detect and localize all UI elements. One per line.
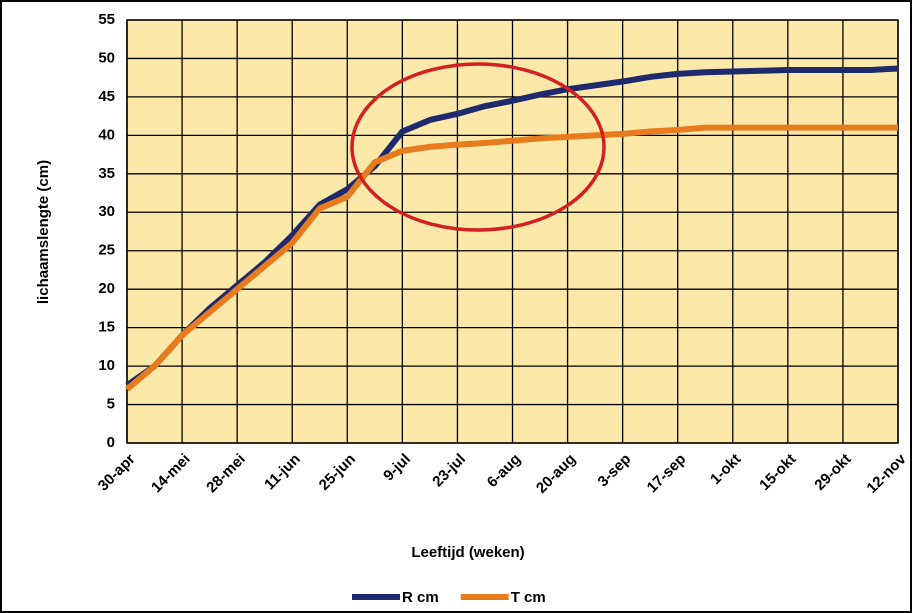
- y-tick-label: 25: [98, 242, 115, 259]
- legend-label: T cm: [511, 589, 546, 606]
- y-tick-label: 15: [98, 319, 115, 336]
- plot-border: [126, 19, 899, 444]
- data-line: [125, 124, 898, 392]
- y-tick-label: 10: [98, 357, 115, 374]
- y-tick-label: 20: [98, 280, 115, 297]
- y-tick-label: 45: [98, 88, 115, 105]
- legend-label: R cm: [402, 589, 439, 606]
- plot-area: [125, 19, 899, 444]
- y-tick-label: 30: [98, 203, 115, 220]
- y-tick-label: 0: [107, 434, 115, 451]
- y-tick-label: 55: [98, 11, 115, 28]
- highlight-ellipse: [350, 62, 606, 232]
- y-axis-label: lichaamslengte (cm): [35, 160, 52, 304]
- x-axis-label: Leeftijd (weken): [411, 544, 524, 561]
- y-tick-label: 40: [98, 126, 115, 143]
- y-tick-label: 5: [107, 396, 115, 413]
- y-tick-label: 35: [98, 165, 115, 182]
- y-tick-label: 50: [98, 49, 115, 66]
